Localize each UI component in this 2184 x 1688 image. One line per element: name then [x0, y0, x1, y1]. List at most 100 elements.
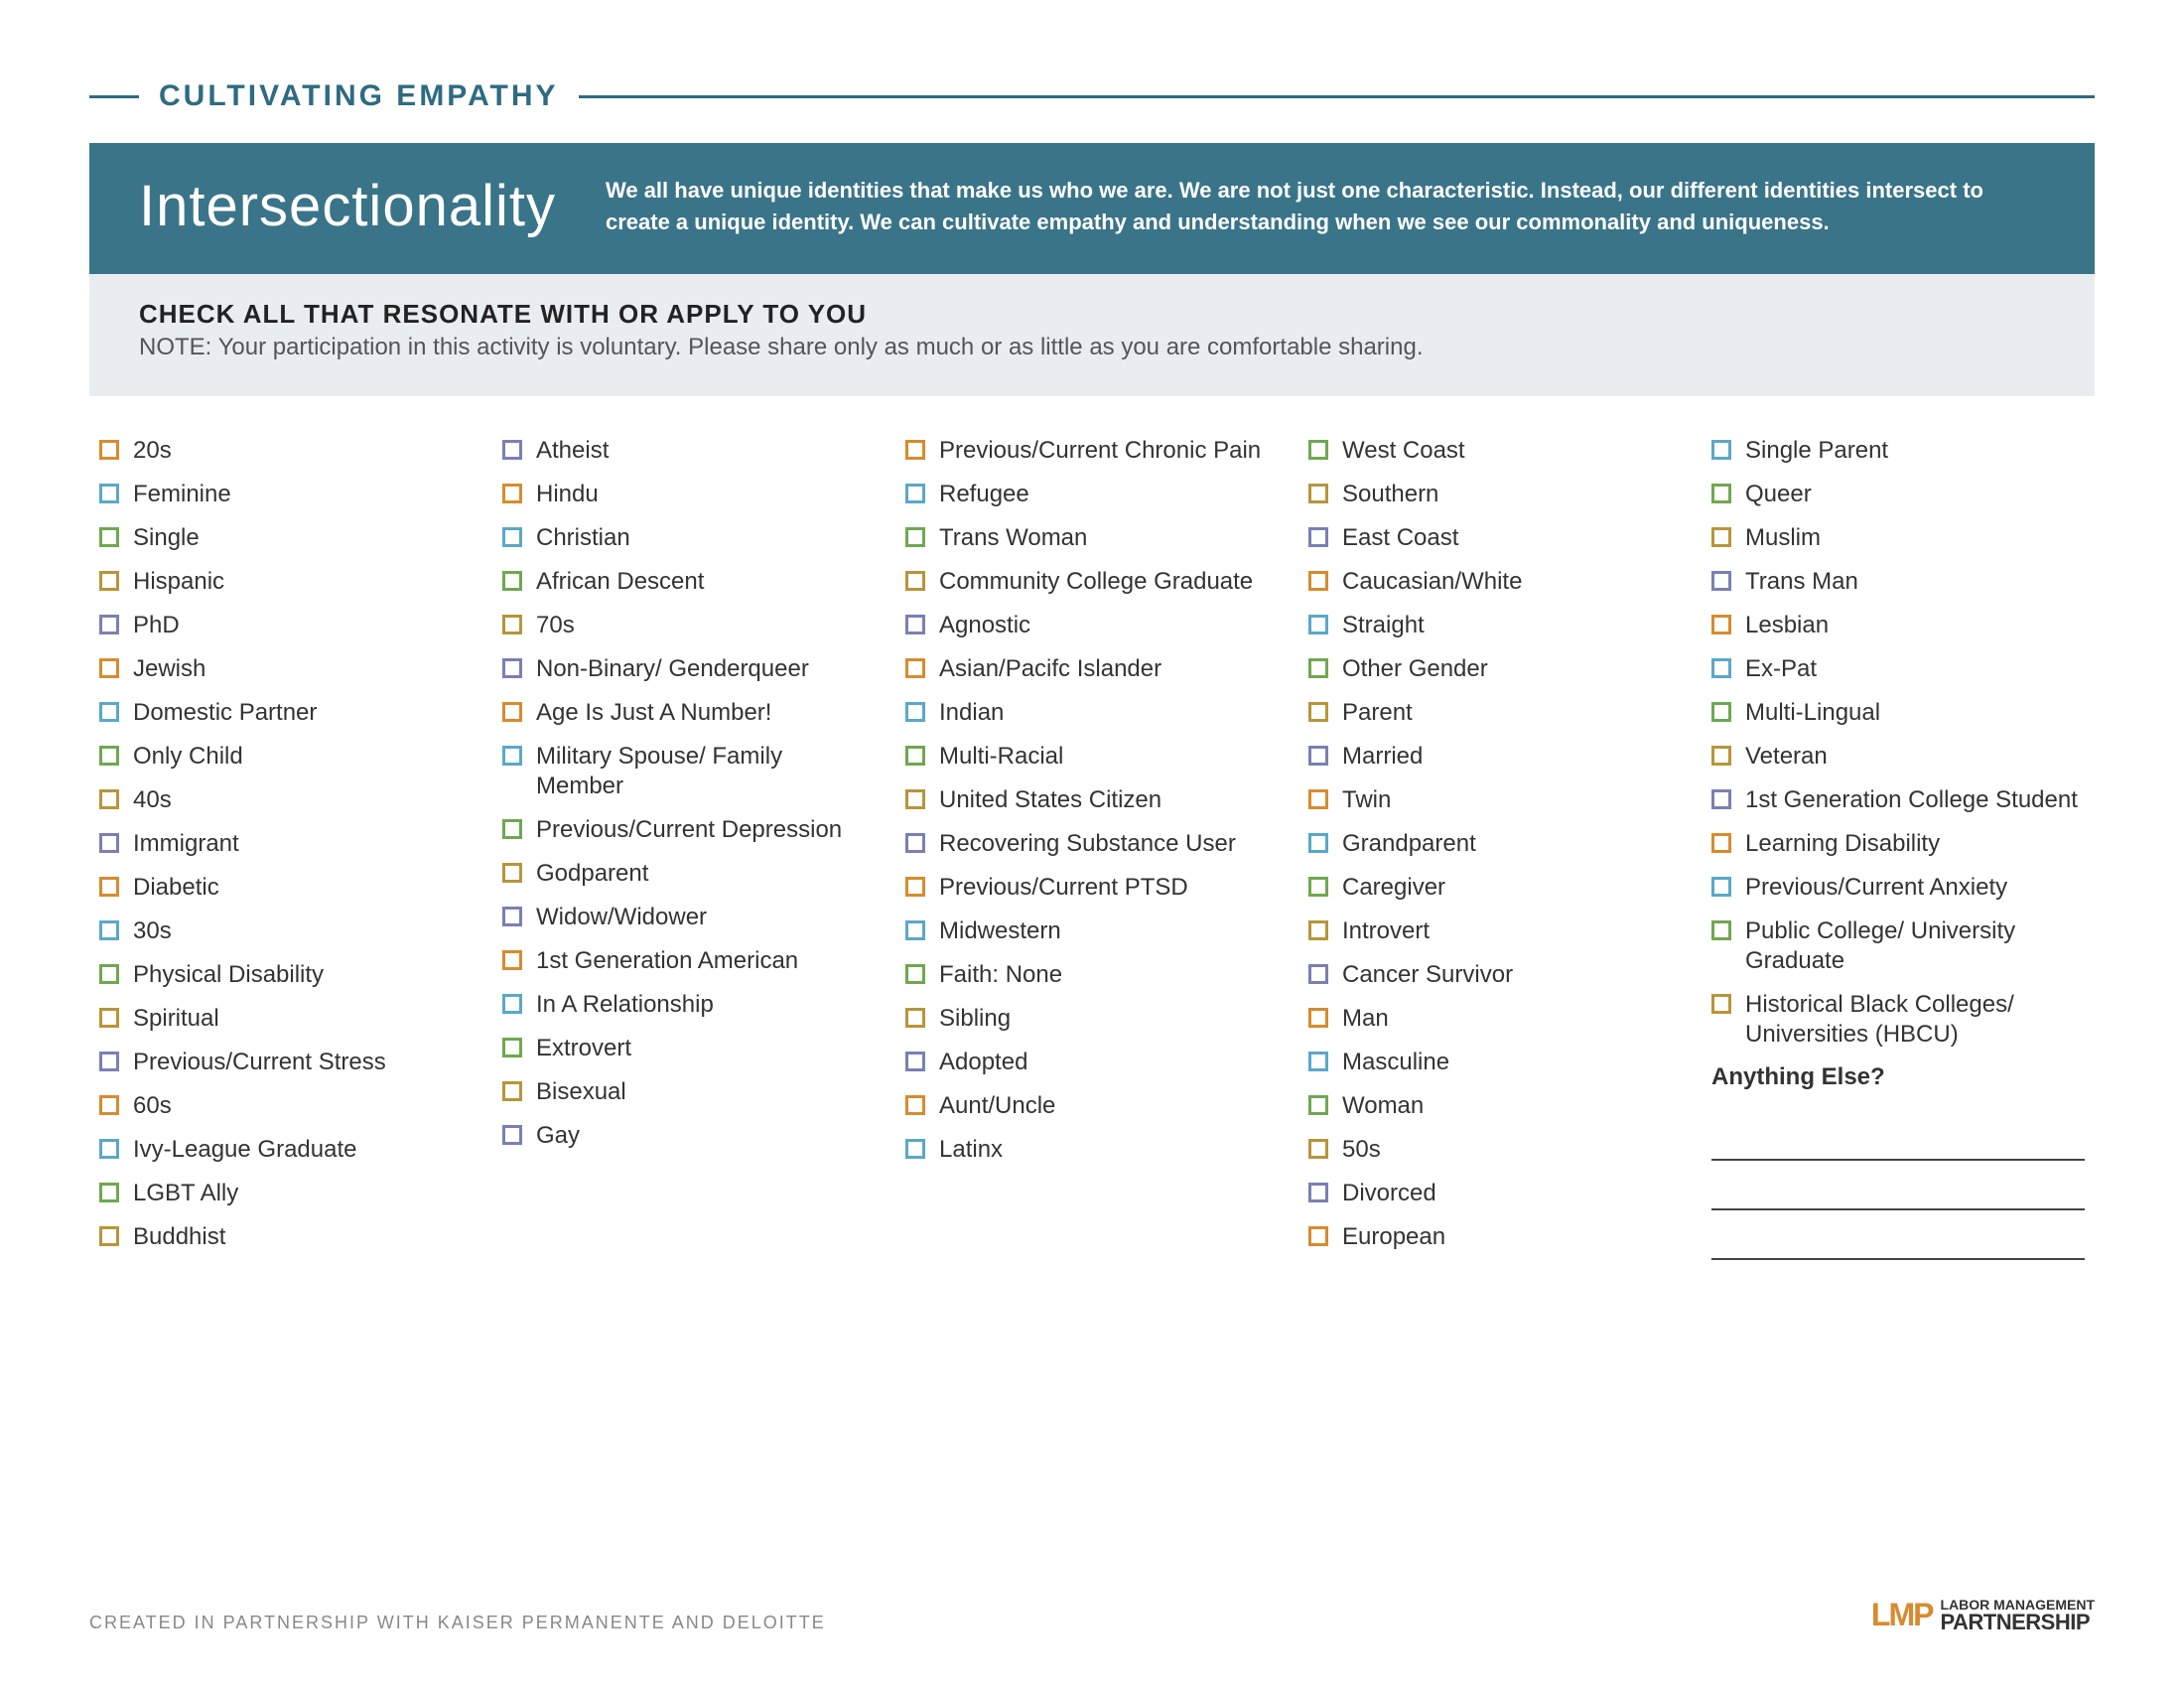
- write-in-line[interactable]: [1711, 1121, 2085, 1161]
- check-item[interactable]: Learning Disability: [1711, 829, 2085, 859]
- check-item[interactable]: Diabetic: [99, 873, 473, 903]
- checkbox-icon[interactable]: [1711, 920, 1731, 940]
- checkbox-icon[interactable]: [99, 964, 119, 984]
- checkbox-icon[interactable]: [502, 819, 522, 839]
- check-item[interactable]: East Coast: [1308, 523, 1682, 553]
- checkbox-icon[interactable]: [905, 833, 925, 853]
- check-item[interactable]: Christian: [502, 523, 876, 553]
- checkbox-icon[interactable]: [502, 950, 522, 970]
- checkbox-icon[interactable]: [502, 484, 522, 503]
- check-item[interactable]: Multi-Lingual: [1711, 698, 2085, 728]
- check-item[interactable]: Introvert: [1308, 916, 1682, 946]
- check-item[interactable]: Twin: [1308, 785, 1682, 815]
- checkbox-icon[interactable]: [99, 877, 119, 897]
- checkbox-icon[interactable]: [1308, 440, 1328, 460]
- checkbox-icon[interactable]: [1711, 746, 1731, 766]
- checkbox-icon[interactable]: [99, 1139, 119, 1159]
- checkbox-icon[interactable]: [1711, 877, 1731, 897]
- check-item[interactable]: Previous/Current Depression: [502, 815, 876, 845]
- check-item[interactable]: Muslim: [1711, 523, 2085, 553]
- check-item[interactable]: Faith: None: [905, 960, 1279, 990]
- check-item[interactable]: Queer: [1711, 480, 2085, 509]
- checkbox-icon[interactable]: [905, 484, 925, 503]
- checkbox-icon[interactable]: [99, 527, 119, 547]
- check-item[interactable]: 1st Generation American: [502, 946, 876, 976]
- checkbox-icon[interactable]: [905, 527, 925, 547]
- check-item[interactable]: Veteran: [1711, 742, 2085, 772]
- check-item[interactable]: Caregiver: [1308, 873, 1682, 903]
- checkbox-icon[interactable]: [502, 702, 522, 722]
- checkbox-icon[interactable]: [1711, 527, 1731, 547]
- checkbox-icon[interactable]: [1308, 920, 1328, 940]
- checkbox-icon[interactable]: [905, 1008, 925, 1028]
- checkbox-icon[interactable]: [905, 746, 925, 766]
- checkbox-icon[interactable]: [502, 907, 522, 926]
- checkbox-icon[interactable]: [99, 571, 119, 591]
- checkbox-icon[interactable]: [1308, 1183, 1328, 1202]
- check-item[interactable]: Married: [1308, 742, 1682, 772]
- checkbox-icon[interactable]: [1711, 658, 1731, 678]
- checkbox-icon[interactable]: [1711, 994, 1731, 1014]
- checkbox-icon[interactable]: [905, 1139, 925, 1159]
- checkbox-icon[interactable]: [1308, 746, 1328, 766]
- check-item[interactable]: Single: [99, 523, 473, 553]
- checkbox-icon[interactable]: [502, 658, 522, 678]
- checkbox-icon[interactable]: [1308, 527, 1328, 547]
- checkbox-icon[interactable]: [905, 615, 925, 634]
- checkbox-icon[interactable]: [99, 440, 119, 460]
- check-item[interactable]: 1st Generation College Student: [1711, 785, 2085, 815]
- check-item[interactable]: Jewish: [99, 654, 473, 684]
- check-item[interactable]: Buddhist: [99, 1222, 473, 1252]
- checkbox-icon[interactable]: [502, 994, 522, 1014]
- check-item[interactable]: Parent: [1308, 698, 1682, 728]
- checkbox-icon[interactable]: [1308, 789, 1328, 809]
- checkbox-icon[interactable]: [905, 789, 925, 809]
- check-item[interactable]: Immigrant: [99, 829, 473, 859]
- checkbox-icon[interactable]: [905, 571, 925, 591]
- checkbox-icon[interactable]: [1308, 1008, 1328, 1028]
- checkbox-icon[interactable]: [1308, 702, 1328, 722]
- check-item[interactable]: Single Parent: [1711, 436, 2085, 466]
- check-item[interactable]: Atheist: [502, 436, 876, 466]
- checkbox-icon[interactable]: [905, 1052, 925, 1071]
- check-item[interactable]: 30s: [99, 916, 473, 946]
- checkbox-icon[interactable]: [502, 571, 522, 591]
- checkbox-icon[interactable]: [1308, 484, 1328, 503]
- check-item[interactable]: Only Child: [99, 742, 473, 772]
- checkbox-icon[interactable]: [1308, 1095, 1328, 1115]
- checkbox-icon[interactable]: [99, 1226, 119, 1246]
- check-item[interactable]: Southern: [1308, 480, 1682, 509]
- checkbox-icon[interactable]: [502, 1038, 522, 1057]
- checkbox-icon[interactable]: [905, 877, 925, 897]
- check-item[interactable]: Age Is Just A Number!: [502, 698, 876, 728]
- check-item[interactable]: Midwestern: [905, 916, 1279, 946]
- checkbox-icon[interactable]: [1711, 615, 1731, 634]
- checkbox-icon[interactable]: [1308, 571, 1328, 591]
- check-item[interactable]: 60s: [99, 1091, 473, 1121]
- checkbox-icon[interactable]: [99, 833, 119, 853]
- check-item[interactable]: Hindu: [502, 480, 876, 509]
- check-item[interactable]: European: [1308, 1222, 1682, 1252]
- check-item[interactable]: African Descent: [502, 567, 876, 597]
- checkbox-icon[interactable]: [99, 1095, 119, 1115]
- checkbox-icon[interactable]: [1711, 571, 1731, 591]
- check-item[interactable]: Aunt/Uncle: [905, 1091, 1279, 1121]
- checkbox-icon[interactable]: [905, 964, 925, 984]
- checkbox-icon[interactable]: [502, 1125, 522, 1145]
- check-item[interactable]: Physical Disability: [99, 960, 473, 990]
- check-item[interactable]: Trans Woman: [905, 523, 1279, 553]
- check-item[interactable]: Divorced: [1308, 1179, 1682, 1208]
- checkbox-icon[interactable]: [99, 484, 119, 503]
- checkbox-icon[interactable]: [905, 440, 925, 460]
- check-item[interactable]: Public College/ University Graduate: [1711, 916, 2085, 976]
- check-item[interactable]: Spiritual: [99, 1004, 473, 1034]
- check-item[interactable]: Trans Man: [1711, 567, 2085, 597]
- check-item[interactable]: United States Citizen: [905, 785, 1279, 815]
- check-item[interactable]: Straight: [1308, 611, 1682, 640]
- check-item[interactable]: In A Relationship: [502, 990, 876, 1020]
- check-item[interactable]: Domestic Partner: [99, 698, 473, 728]
- checkbox-icon[interactable]: [99, 1008, 119, 1028]
- checkbox-icon[interactable]: [1308, 615, 1328, 634]
- checkbox-icon[interactable]: [1711, 440, 1731, 460]
- check-item[interactable]: Masculine: [1308, 1048, 1682, 1077]
